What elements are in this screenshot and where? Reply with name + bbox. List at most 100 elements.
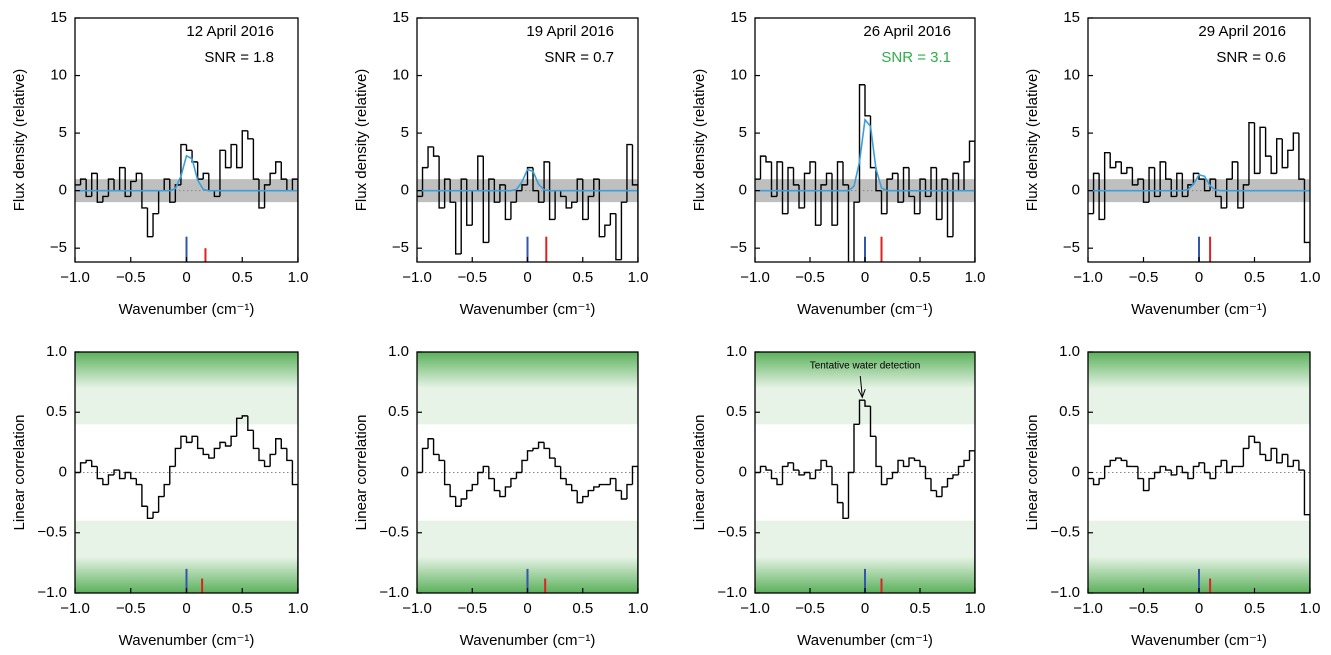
- y-tick-label: 10: [1063, 67, 1080, 84]
- spectrum-step: [1126, 460, 1133, 468]
- snr-label: SNR = 0.7: [544, 49, 614, 66]
- spectrum-step: [1098, 477, 1105, 485]
- spectrum-step: [1142, 179, 1150, 203]
- spectrum-step: [798, 470, 805, 476]
- spectrum-step: [180, 435, 187, 449]
- x-tick-label: −0.5: [795, 269, 825, 286]
- spectrum-step: [1298, 460, 1305, 471]
- significance-region: [75, 352, 298, 425]
- plot-area: [1088, 352, 1310, 593]
- y-tick-label: −5: [1063, 239, 1080, 256]
- x-axis-label: Wavenumber (cm⁻¹): [460, 301, 596, 318]
- spectrum-step: [163, 178, 170, 191]
- spectrum-step: [1287, 149, 1294, 168]
- spectrum-step: [886, 178, 893, 214]
- spectrum-step: [1259, 442, 1266, 456]
- spectrum-step: [1165, 161, 1172, 180]
- panel: −1.0 −0.5 0 0.5 1.0 −5 0 5 10 15 Wavenumber (cm⁻¹)…: [11, 9, 308, 318]
- spectrum-step: [825, 172, 832, 185]
- spectrum-step: [803, 471, 810, 475]
- x-tick-label: 0.5: [572, 269, 593, 286]
- spectrum-step: [85, 459, 92, 463]
- y-tick-label: 15: [392, 9, 409, 26]
- spectrum-step: [1214, 465, 1222, 479]
- spectrum-step: [1253, 436, 1261, 444]
- spectrum-step: [565, 196, 572, 209]
- spectrum-step: [1131, 167, 1138, 186]
- spectrum-step: [792, 167, 799, 186]
- spectrum-step: [1220, 459, 1227, 467]
- spectrum-step: [1292, 132, 1299, 151]
- spectrum-step: [897, 459, 904, 473]
- x-tick-label: 1.0: [1300, 269, 1321, 286]
- spectrum-step: [1148, 477, 1155, 491]
- spectrum-step: [515, 471, 522, 479]
- spectrum-step: [91, 460, 98, 468]
- spectrum-step: [1137, 466, 1144, 480]
- x-tick-label: 0: [523, 600, 531, 617]
- x-tick-label: 1.0: [288, 600, 309, 617]
- spectrum-step: [208, 454, 215, 459]
- spectrum-step: [219, 441, 226, 449]
- spectrum-step: [631, 465, 638, 593]
- spectrum-step: [626, 483, 633, 500]
- spectrum-step: [91, 172, 98, 197]
- plot-area: [755, 84, 975, 262]
- y-tick-label: 1.0: [46, 343, 67, 360]
- spectrum-step: [1170, 470, 1177, 476]
- spectrum-step: [291, 460, 298, 593]
- spectrum-step: [615, 213, 622, 261]
- y-tick-label: 0.5: [726, 403, 747, 420]
- x-tick-label: 0: [861, 269, 869, 286]
- spectrum-step: [908, 167, 915, 198]
- spectrum-step: [454, 496, 462, 507]
- y-tick-label: 0.5: [1059, 403, 1080, 420]
- spectrum-step: [235, 417, 243, 437]
- x-axis-label: Wavenumber (cm⁻¹): [460, 632, 596, 649]
- spectrum-step: [537, 190, 545, 203]
- x-axis-label: Wavenumber (cm⁻¹): [119, 632, 255, 649]
- spectrum-step: [1192, 172, 1199, 185]
- spectrum-step: [438, 454, 445, 462]
- spectrum-step: [963, 459, 970, 467]
- spectrum-step: [521, 184, 528, 191]
- spectrum-step: [1292, 459, 1299, 467]
- spectrum-step: [759, 155, 766, 180]
- plot-area: [417, 352, 638, 593]
- spectrum-step: [1120, 458, 1127, 462]
- x-axis-label: Wavenumber (cm⁻¹): [797, 632, 933, 649]
- spectrum-step: [191, 435, 198, 443]
- y-tick-label: 10: [392, 67, 409, 84]
- spectrum-step: [135, 478, 142, 486]
- spectrum-step: [880, 190, 887, 215]
- spectrum-step: [118, 166, 126, 191]
- spectrum-step: [107, 474, 115, 485]
- spectrum-step: [449, 179, 456, 203]
- x-tick-label: −1.0: [60, 269, 90, 286]
- x-tick-label: 0: [861, 600, 869, 617]
- spectrum-step: [1214, 179, 1222, 198]
- y-tick-label: 0.5: [46, 403, 67, 420]
- spectrum-step: [263, 460, 271, 468]
- spectrum-step: [169, 179, 176, 203]
- spectrum-step: [571, 484, 578, 492]
- spectrum-step: [230, 435, 237, 446]
- x-axis-label: Wavenumber (cm⁻¹): [1131, 632, 1267, 649]
- panel: −1.0 −0.5 0 0.5 1.0 −1.0 −0.5 0 0.5 1.0 Wavenumber…: [353, 343, 648, 649]
- spectrum-step: [593, 486, 600, 491]
- spectrum-step: [477, 155, 484, 191]
- y-tick-label: 10: [730, 67, 747, 84]
- spectrum-step: [241, 130, 248, 168]
- spectrum-step: [1298, 133, 1305, 180]
- spectrum-step: [180, 143, 187, 185]
- annotation-arrowhead: [857, 388, 866, 399]
- spectrum-step: [427, 146, 434, 168]
- spectrum-step: [1248, 122, 1255, 185]
- x-tick-label: 1.0: [1300, 600, 1321, 617]
- spectrum-step: [1109, 459, 1116, 467]
- spectrum-step: [102, 478, 109, 486]
- spectrum-step: [1181, 173, 1188, 198]
- spectrum-step: [1253, 122, 1261, 175]
- spectrum-step: [515, 189, 522, 203]
- spectrum-step: [864, 84, 871, 117]
